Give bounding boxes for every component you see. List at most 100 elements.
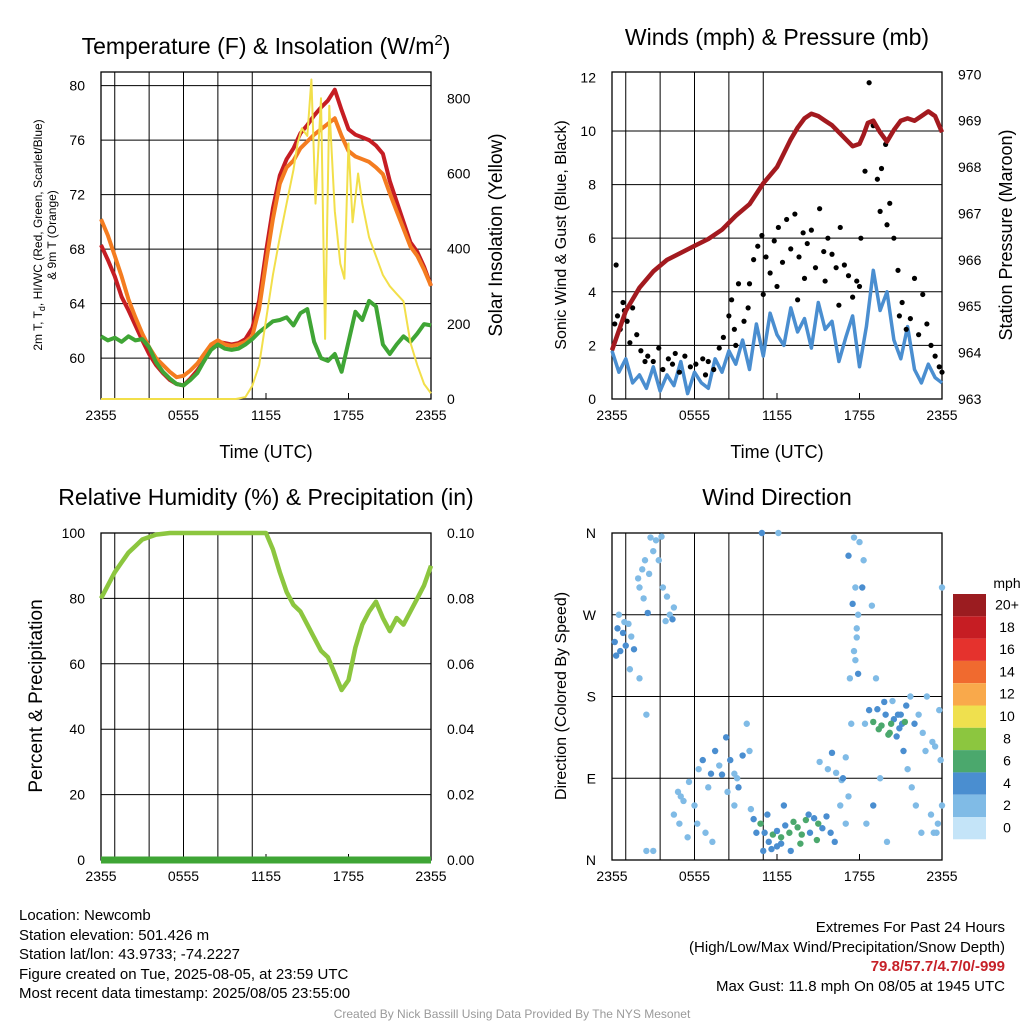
direction-point [824, 765, 832, 773]
y2-tick-label: 964 [958, 345, 982, 361]
gust-point [907, 315, 913, 322]
gust-point [884, 222, 890, 228]
direction-point [718, 771, 726, 778]
direction-point [619, 629, 627, 637]
wind-line [610, 268, 944, 396]
chart-title-main: Temperature (F) & Insolation (W/m [82, 33, 435, 59]
direction-point [863, 820, 870, 827]
chart-title-sup: 2 [434, 32, 442, 49]
max-gust: Max Gust: 11.8 mph On 08/05 at 1945 UTC [715, 977, 1005, 995]
gust-point [669, 361, 676, 367]
extremes-values: 79.8/57.7/4.7/0/-999 [870, 958, 1005, 976]
chart-title-tail: ) [443, 33, 451, 59]
direction-point [773, 827, 781, 835]
direction-point [859, 584, 866, 591]
y-tick-label: 40 [69, 721, 85, 737]
gust-point [939, 369, 945, 375]
colorbar-label: 18 [999, 619, 1015, 635]
y-tick-label: N [586, 525, 596, 541]
y-axis-label-line1: 2m T, Td, HI/WC (Red, Green, Scarlet/Blu… [31, 119, 47, 350]
gust-point [804, 240, 810, 247]
direction-point [881, 698, 888, 706]
gust-point [866, 80, 872, 86]
chart-title: Winds (mph) & Pressure (mb) [625, 24, 929, 50]
x-axis-label: Time (UTC) [219, 442, 312, 462]
direction-point [831, 838, 838, 846]
direction-point [893, 733, 900, 740]
gust-point [731, 326, 737, 332]
colorbar-swatch [953, 750, 986, 773]
direction-point [628, 633, 635, 640]
direction-point [757, 820, 764, 827]
direction-point [641, 557, 649, 564]
direction-point [780, 802, 788, 809]
plot-frame [100, 532, 432, 861]
x-tick-label: 2355 [415, 407, 446, 423]
gust-point [771, 238, 777, 244]
direction-point [636, 675, 643, 682]
y2-tick-label: 600 [447, 165, 471, 181]
direction-point [849, 600, 856, 608]
pressure-line [609, 109, 945, 352]
direction-point [870, 802, 877, 809]
colorbar-label: 20+ [995, 597, 1019, 613]
chart-title: Wind Direction [702, 484, 852, 510]
direction-point [630, 646, 638, 653]
gust-point [850, 294, 856, 300]
gust-point [702, 372, 709, 378]
direction-point [709, 838, 716, 846]
direction-point [680, 797, 687, 805]
gust-point [612, 321, 618, 327]
x-tick-label: 2355 [85, 407, 116, 423]
direction-point [739, 752, 746, 759]
direction-point [743, 720, 750, 727]
y-tick-label: 60 [69, 656, 85, 672]
y2-tick-label: 970 [958, 66, 982, 82]
direction-point [639, 566, 646, 573]
direction-point [644, 609, 651, 617]
y-tick-label: 68 [69, 241, 85, 257]
direction-point [823, 813, 830, 820]
gust-point [812, 265, 819, 271]
y-tick-label: 76 [69, 132, 85, 148]
direction-point [617, 647, 624, 655]
gust-point [858, 235, 864, 241]
direction-point [850, 647, 858, 655]
x-tick-label: 2355 [85, 868, 116, 884]
direction-point [707, 770, 715, 777]
x-tick-label: 0555 [679, 407, 710, 423]
gust-point [735, 281, 742, 287]
x-tick-label: 2355 [596, 868, 627, 884]
y-axis-label-a: 2m T, T [31, 310, 45, 350]
extremes-info: Extremes For Past 24 Hours (High/Low/Max… [689, 918, 1005, 996]
direction-point [753, 829, 760, 836]
y-tick-label: N [586, 852, 596, 868]
gust-point [779, 259, 786, 265]
gust-point [705, 358, 711, 365]
gust-point [877, 208, 883, 214]
colorbar-swatch [953, 616, 986, 639]
y-axis-label: Direction (Colored By Speed) [553, 592, 570, 800]
gust-point [796, 254, 802, 260]
direction-point [711, 747, 719, 755]
direction-point [670, 604, 678, 611]
colorbar-label: 14 [999, 663, 1015, 679]
direction-point [861, 720, 869, 727]
direction-point [868, 602, 876, 609]
gust-point [800, 230, 806, 236]
plot-frame [611, 71, 943, 400]
direction-point [787, 847, 794, 855]
y2-tick-label: 0.06 [447, 656, 474, 672]
x-tick-label: 1155 [762, 407, 792, 423]
direction-point [806, 829, 814, 836]
x-tick-label: 1755 [844, 868, 875, 884]
gust-point [624, 318, 630, 324]
direction-point [768, 845, 775, 853]
direction-point [760, 847, 767, 855]
y-axis-label-sub: d [37, 306, 47, 311]
direction-point [842, 820, 849, 827]
y2-tick-label: 968 [958, 159, 982, 175]
gust-point [825, 235, 831, 241]
direction-point [727, 756, 734, 764]
direction-point [872, 675, 880, 682]
